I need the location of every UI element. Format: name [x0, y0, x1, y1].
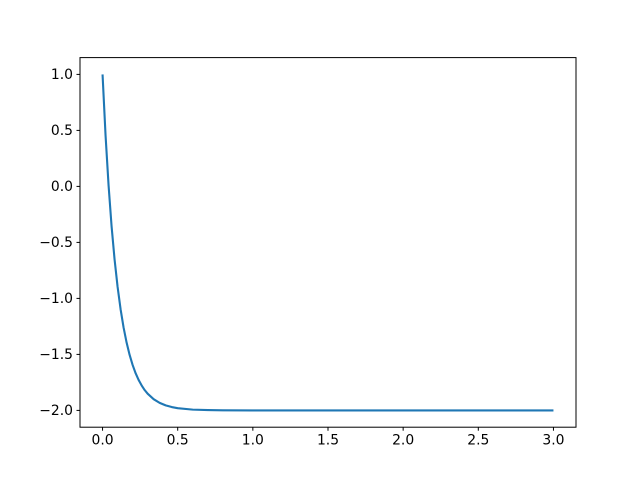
x-tick-label: 2.0	[392, 433, 414, 449]
y-tick-label: 1.0	[51, 67, 73, 83]
y-tick-label: −0.5	[39, 235, 73, 251]
series-line-decay-curve	[101, 74, 554, 412]
y-tick-label: −1.5	[39, 347, 73, 363]
y-tick-label: 0.5	[51, 123, 73, 139]
x-ticks-group: 0.0 0.5 1.0 1.5 2.0 2.5 3.0	[91, 427, 565, 449]
x-tick-label: 0.5	[167, 433, 189, 449]
y-tick-label: 0.0	[51, 179, 73, 195]
x-tick-label: 3.0	[542, 433, 564, 449]
x-tick-label: 0.0	[91, 433, 113, 449]
x-tick-label: 2.5	[467, 433, 489, 449]
series-group	[101, 74, 554, 412]
y-tick-label: −2.0	[39, 403, 73, 419]
y-tick-label: −1.0	[39, 291, 73, 307]
y-ticks-group: 1.0 0.5 0.0 −0.5 −1.0 −1.5 −2.0	[39, 67, 80, 419]
axes-frame	[79, 57, 577, 428]
x-tick-label: 1.5	[317, 433, 339, 449]
axes-background	[80, 57, 576, 428]
x-tick-label: 1.0	[242, 433, 264, 449]
